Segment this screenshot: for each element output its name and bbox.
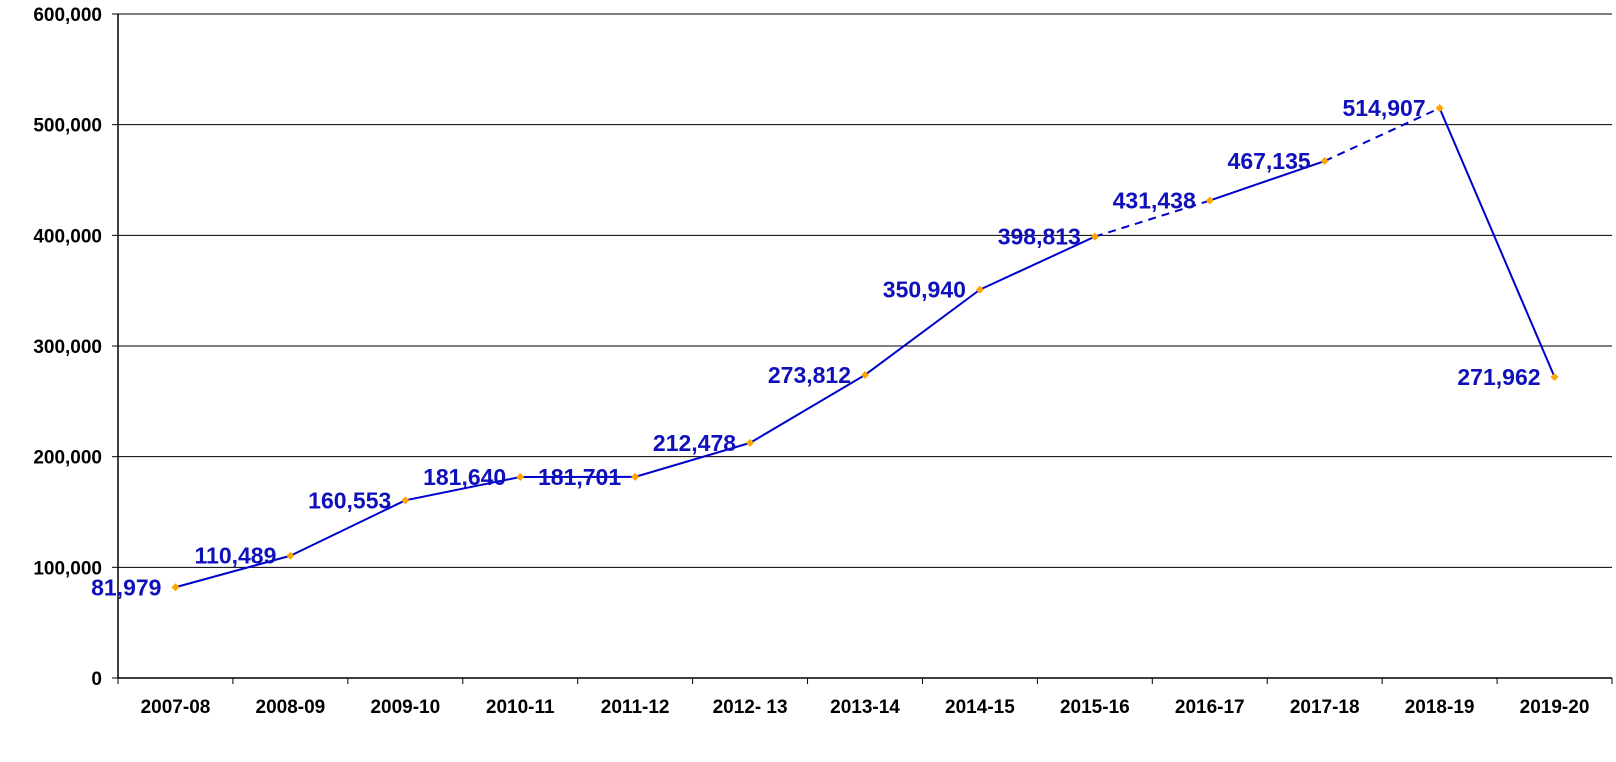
gridlines <box>118 13 1612 568</box>
x-tick-label: 2012- 13 <box>713 697 788 718</box>
data-point <box>1205 196 1214 205</box>
data-point <box>746 438 755 447</box>
x-tick-label: 2010-11 <box>486 697 555 718</box>
data-label: 271,962 <box>1457 364 1540 390</box>
data-label: 110,489 <box>195 543 277 569</box>
data-point <box>861 370 869 379</box>
data-label: 160,553 <box>308 487 391 513</box>
line-segment <box>1094 199 1211 238</box>
data-point <box>516 472 525 481</box>
series-markers <box>171 104 1559 592</box>
data-point <box>1550 373 1559 382</box>
x-tick-label: 2013-14 <box>830 697 900 718</box>
line-segment <box>634 441 751 478</box>
data-point <box>286 551 295 560</box>
data-label: 212,478 <box>653 430 736 456</box>
data-point <box>1090 232 1099 241</box>
line-segment <box>1324 107 1441 162</box>
line-segment <box>175 554 291 589</box>
x-tick-labels: 2007-08 2008-09 2009-10 2010-11 2011-12 2012-… <box>141 697 1590 718</box>
data-label: 273,812 <box>768 362 851 388</box>
axes <box>112 13 1613 684</box>
line-segment <box>405 476 521 502</box>
data-label: 431,438 <box>1113 188 1196 214</box>
y-tick-labels: 0 100,000 200,000 300,000 400,000 500,000 600,… <box>33 5 102 690</box>
data-point <box>171 583 180 592</box>
line-segment <box>749 374 866 444</box>
data-label: 181,640 <box>423 464 506 490</box>
x-tick-label: 2015-16 <box>1060 697 1130 718</box>
x-tick-label: 2018-19 <box>1405 697 1475 718</box>
x-tick-label: 2014-15 <box>945 697 1015 718</box>
y-tick-label: 0 <box>91 669 102 690</box>
data-label: 350,940 <box>883 277 966 303</box>
x-tick-label: 2009-10 <box>370 697 440 718</box>
y-tick-label: 600,000 <box>33 5 102 26</box>
y-tick-label: 200,000 <box>33 448 102 469</box>
y-tick-label: 300,000 <box>33 337 102 358</box>
data-point <box>401 496 410 505</box>
data-point <box>1320 157 1329 166</box>
y-tick-label: 500,000 <box>33 116 102 137</box>
line-segment <box>1209 160 1326 202</box>
y-tick-label: 100,000 <box>33 558 102 579</box>
data-label: 398,813 <box>998 224 1081 250</box>
x-tick-label: 2008-09 <box>256 697 326 718</box>
data-label: 467,135 <box>1228 148 1311 174</box>
x-tick-label: 2007-08 <box>141 697 211 718</box>
line-segment <box>1438 107 1556 378</box>
data-point <box>631 472 640 481</box>
x-tick-label: 2017-18 <box>1290 697 1360 718</box>
line-segment <box>864 288 981 376</box>
x-tick-label: 2011-12 <box>601 697 670 718</box>
data-point <box>1435 104 1444 113</box>
data-point <box>975 285 984 294</box>
line-segment <box>289 499 406 557</box>
series-line <box>175 107 1556 589</box>
y-tick-label: 400,000 <box>33 226 102 247</box>
data-label: 81,979 <box>91 574 161 600</box>
data-label: 181,701 <box>538 464 621 490</box>
data-label: 514,907 <box>1342 95 1425 121</box>
data-labels: 81,979 110,489 160,553 181,640 181,701 212,47… <box>91 95 1540 600</box>
line-segment <box>979 235 1096 291</box>
x-tick-label: 2019-20 <box>1520 697 1590 718</box>
x-tick-label: 2016-17 <box>1175 697 1245 718</box>
